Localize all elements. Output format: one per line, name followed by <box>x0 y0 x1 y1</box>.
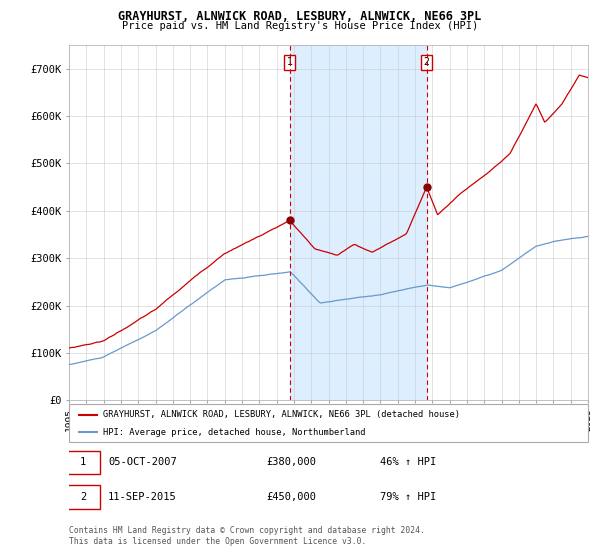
Text: £380,000: £380,000 <box>266 458 316 468</box>
Text: £450,000: £450,000 <box>266 492 316 502</box>
Text: 79% ↑ HPI: 79% ↑ HPI <box>380 492 437 502</box>
Bar <box>290 45 427 400</box>
Text: GRAYHURST, ALNWICK ROAD, LESBURY, ALNWICK, NE66 3PL: GRAYHURST, ALNWICK ROAD, LESBURY, ALNWIC… <box>118 10 482 22</box>
FancyBboxPatch shape <box>67 451 100 474</box>
Text: 2: 2 <box>424 57 430 67</box>
Text: 11-SEP-2015: 11-SEP-2015 <box>108 492 176 502</box>
Text: Price paid vs. HM Land Registry's House Price Index (HPI): Price paid vs. HM Land Registry's House … <box>122 21 478 31</box>
Text: 05-OCT-2007: 05-OCT-2007 <box>108 458 176 468</box>
Text: GRAYHURST, ALNWICK ROAD, LESBURY, ALNWICK, NE66 3PL (detached house): GRAYHURST, ALNWICK ROAD, LESBURY, ALNWIC… <box>103 410 460 419</box>
Text: 1: 1 <box>287 57 293 67</box>
Text: 46% ↑ HPI: 46% ↑ HPI <box>380 458 437 468</box>
Text: 1: 1 <box>80 458 86 468</box>
Text: HPI: Average price, detached house, Northumberland: HPI: Average price, detached house, Nort… <box>103 428 365 437</box>
FancyBboxPatch shape <box>67 485 100 508</box>
Text: 2: 2 <box>80 492 86 502</box>
Text: Contains HM Land Registry data © Crown copyright and database right 2024.
This d: Contains HM Land Registry data © Crown c… <box>69 526 425 546</box>
